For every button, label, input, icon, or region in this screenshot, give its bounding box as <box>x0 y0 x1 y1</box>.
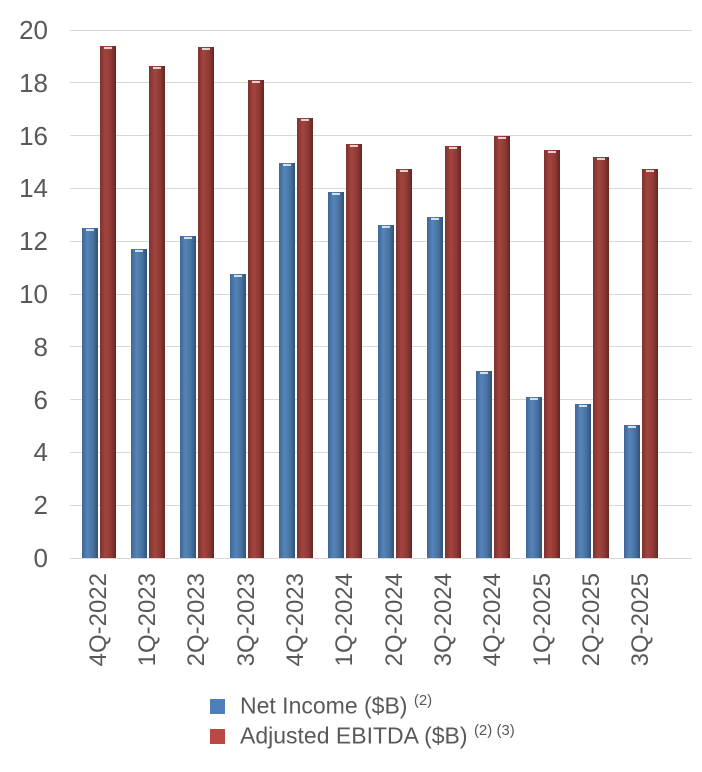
bar-adjusted-ebitda-1Q-2024 <box>346 143 363 558</box>
error-bar-cap <box>579 404 587 407</box>
error-bar-cap <box>350 144 359 147</box>
bar-adjusted-ebitda-2Q-2025 <box>593 156 609 558</box>
bar-net-income-3Q-2024 <box>426 217 443 558</box>
adjusted-ebitda-label-text: Adjusted EBITDA ($B) <box>240 722 468 749</box>
x-axis-label-1Q-2023: 1Q-2023 <box>133 573 161 667</box>
x-axis-label-2Q-2025: 2Q-2025 <box>578 573 605 667</box>
bar-adjusted-ebitda-2Q-2023 <box>198 47 215 558</box>
error-bar-cap <box>529 397 538 400</box>
error-bar-cap <box>134 250 143 253</box>
bar-net-income-4Q-2024 <box>476 370 493 558</box>
bar-net-income-2Q-2023 <box>180 235 197 558</box>
error-bar-cap <box>103 46 112 49</box>
y-tick-label: 8 <box>33 331 48 362</box>
bar-net-income-2Q-2024 <box>377 225 394 558</box>
error-bar-cap <box>547 151 556 154</box>
error-bar-cap <box>448 147 457 150</box>
y-tick-label: 20 <box>19 15 48 45</box>
legend: Net Income ($B) (2) Adjusted EBITDA ($B)… <box>210 691 515 751</box>
y-tick-label: 12 <box>19 226 48 257</box>
error-bar-cap <box>202 48 211 51</box>
error-bar-cap <box>233 275 242 278</box>
bar-adjusted-ebitda-4Q-2023 <box>296 118 313 558</box>
y-tick-label: 2 <box>33 490 48 521</box>
net-income-swatch <box>210 698 225 714</box>
error-bar-cap <box>480 371 489 374</box>
x-axis-label-1Q-2024: 1Q-2024 <box>331 573 359 667</box>
x-axis-label-4Q-2023: 4Q-2023 <box>281 573 309 667</box>
error-bar-cap <box>282 164 291 167</box>
bar-net-income-1Q-2023 <box>130 249 147 558</box>
net-income-footnote-marker: (2) <box>413 692 433 710</box>
bar-adjusted-ebitda-4Q-2022 <box>99 45 116 558</box>
y-tick-label: 14 <box>19 173 48 204</box>
error-bar-cap <box>184 236 193 239</box>
x-axis-label-4Q-2024: 4Q-2024 <box>479 573 507 667</box>
bar-adjusted-ebitda-1Q-2023 <box>148 65 165 558</box>
legend-item-net-income: Net Income ($B) (2) <box>210 691 515 721</box>
error-bar-cap <box>430 218 439 221</box>
y-tick-label: 6 <box>33 384 48 415</box>
bar-adjusted-ebitda-3Q-2023 <box>247 80 264 558</box>
error-bar-cap <box>152 66 161 69</box>
gridline <box>70 82 692 84</box>
y-tick-label: 0 <box>33 543 48 573</box>
bar-net-income-4Q-2023 <box>278 163 295 558</box>
legend-item-adjusted-ebitda: Adjusted EBITDA ($B) (2) (3) <box>210 721 515 751</box>
x-axis-label-2Q-2023: 2Q-2023 <box>183 573 211 667</box>
error-bar-cap <box>646 169 655 172</box>
bar-adjusted-ebitda-3Q-2025 <box>642 168 659 558</box>
error-bar-cap <box>628 425 637 428</box>
gridline <box>70 29 692 31</box>
bar-net-income-3Q-2025 <box>624 424 641 558</box>
error-bar-cap <box>251 81 260 84</box>
y-tick-label: 18 <box>19 67 48 98</box>
y-tick-label: 16 <box>19 120 48 151</box>
x-axis-label-4Q-2022: 4Q-2022 <box>84 573 112 667</box>
bar-net-income-2Q-2025 <box>575 403 591 558</box>
y-tick-label: 4 <box>33 437 48 468</box>
bar-adjusted-ebitda-2Q-2024 <box>395 168 412 558</box>
bar-net-income-4Q-2022 <box>81 228 98 558</box>
error-bar-cap <box>300 119 309 122</box>
y-tick-label: 10 <box>19 279 48 309</box>
error-bar-cap <box>498 136 507 139</box>
bar-net-income-1Q-2024 <box>328 192 345 558</box>
x-axis-label-3Q-2024: 3Q-2024 <box>429 573 457 667</box>
net-income-legend-label: Net Income ($B) (2) <box>240 692 432 720</box>
adjusted-ebitda-legend-label: Adjusted EBITDA ($B) (2) (3) <box>240 722 515 750</box>
bar-adjusted-ebitda-4Q-2024 <box>494 135 511 558</box>
adjusted-ebitda-footnote-marker: (2) (3) <box>473 722 515 740</box>
x-axis-label-3Q-2025: 3Q-2025 <box>627 573 655 667</box>
gridline <box>70 135 692 137</box>
error-bar-cap <box>381 226 390 229</box>
error-bar-cap <box>85 229 94 231</box>
gridline <box>70 187 692 189</box>
bar-net-income-1Q-2025 <box>525 396 542 558</box>
net-income-label-text: Net Income ($B) <box>240 692 408 719</box>
bar-net-income-3Q-2023 <box>229 274 246 558</box>
error-bar-cap <box>399 169 408 172</box>
error-bar-cap <box>597 157 605 160</box>
x-axis-label-2Q-2024: 2Q-2024 <box>380 573 408 667</box>
x-axis-label-1Q-2025: 1Q-2025 <box>528 573 556 667</box>
x-axis-label-3Q-2023: 3Q-2023 <box>232 573 260 667</box>
bar-adjusted-ebitda-3Q-2024 <box>444 146 461 558</box>
gridline <box>70 557 692 559</box>
adjusted-ebitda-swatch <box>210 728 225 744</box>
bar-adjusted-ebitda-1Q-2025 <box>543 150 560 558</box>
error-bar-cap <box>332 193 341 196</box>
